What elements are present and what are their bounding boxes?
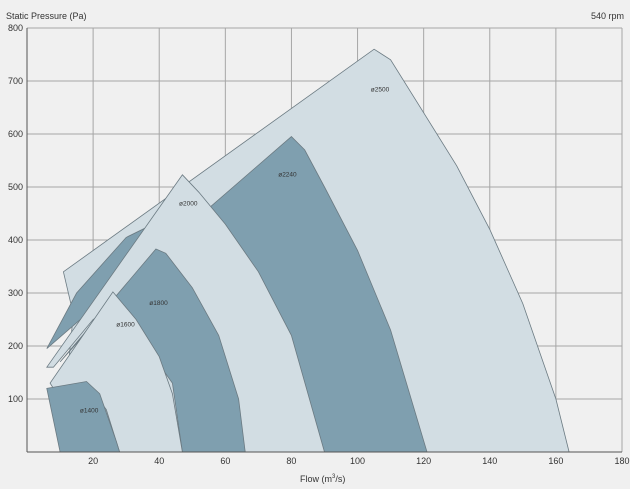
x-axis-title-sup: 3: [332, 474, 336, 480]
x-axis-title-tail: /s): [335, 474, 346, 484]
x-tick-label: 60: [220, 456, 230, 466]
x-tick-label: 100: [350, 456, 365, 466]
y-tick-label: 500: [8, 182, 23, 192]
x-tick-label: 140: [482, 456, 497, 466]
x-axis-title: Flow (m3/s): [300, 474, 345, 484]
x-tick-label: 20: [88, 456, 98, 466]
axes: [26, 28, 622, 453]
series-areas: [46, 48, 570, 453]
y-axis-title: Static Pressure (Pa): [6, 11, 87, 21]
y-tick-label: 200: [8, 341, 23, 351]
tick-labels: 20 40 60 80 100 120 140 160 180 100 200 300 400 500 60…: [8, 23, 630, 466]
x-tick-label: 80: [286, 456, 296, 466]
series-label: ø1800: [149, 300, 168, 307]
series-label: ø1600: [116, 321, 135, 328]
rpm-label: 540 rpm: [590, 11, 624, 21]
y-tick-label: 300: [8, 288, 23, 298]
y-tick-label: 800: [8, 23, 23, 33]
x-tick-label: 160: [548, 456, 563, 466]
y-tick-label: 600: [8, 129, 23, 139]
y-tick-label: 400: [8, 235, 23, 245]
y-tick-label: 100: [8, 394, 23, 404]
x-tick-label: 180: [614, 456, 629, 466]
y-tick-label: 700: [8, 76, 23, 86]
series-label: ø1400: [80, 407, 99, 414]
x-tick-label: 40: [154, 456, 164, 466]
series-labels: ø2500 ø2240 ø2000 ø1800 ø1600 ø1400: [80, 87, 390, 415]
series-label: ø2000: [179, 201, 198, 208]
series-label: ø2500: [371, 87, 390, 94]
x-tick-label: 120: [416, 456, 431, 466]
series-label: ø2240: [278, 171, 297, 178]
x-axis-title-text: Flow (m: [300, 474, 332, 484]
